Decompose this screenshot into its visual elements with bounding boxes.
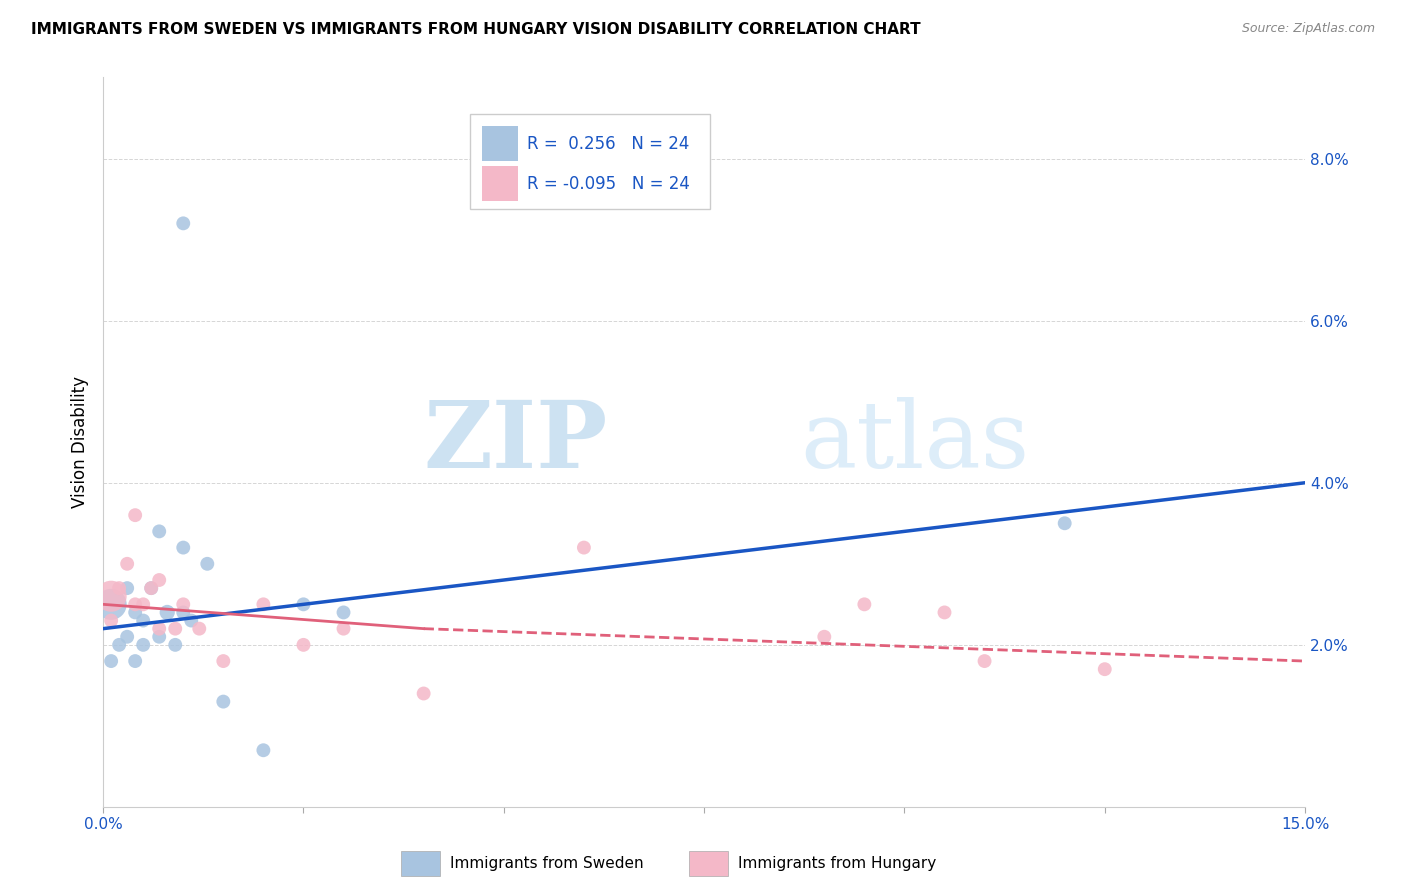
Point (172, 216, 194, 230)
Text: ZIP: ZIP (423, 397, 607, 487)
Point (252, 743, 274, 757)
Text: IMMIGRANTS FROM SWEDEN VS IMMIGRANTS FROM HUNGARY VISION DISABILITY CORRELATION : IMMIGRANTS FROM SWEDEN VS IMMIGRANTS FRO… (31, 22, 921, 37)
Point (252, 598, 274, 612)
Point (165, 622, 187, 636)
Point (124, 598, 146, 612)
Point (332, 606, 354, 620)
FancyBboxPatch shape (482, 167, 517, 202)
Point (100, 598, 122, 612)
Text: Immigrants from Hungary: Immigrants from Hungary (738, 856, 936, 871)
Point (172, 541, 194, 555)
Point (172, 606, 194, 620)
Point (412, 686, 434, 700)
Point (180, 614, 202, 628)
Point (212, 654, 235, 668)
Point (813, 630, 835, 644)
Point (148, 573, 170, 587)
Point (156, 606, 179, 620)
Text: R =  0.256   N = 24: R = 0.256 N = 24 (527, 135, 690, 153)
Point (115, 557, 138, 571)
Text: Source: ZipAtlas.com: Source: ZipAtlas.com (1241, 22, 1375, 36)
Point (115, 581, 138, 595)
Point (124, 606, 146, 620)
Point (934, 606, 956, 620)
Y-axis label: Vision Disability: Vision Disability (72, 376, 89, 508)
Point (1094, 662, 1116, 676)
Point (572, 541, 595, 555)
Point (195, 557, 218, 571)
Point (853, 598, 876, 612)
FancyBboxPatch shape (470, 114, 710, 209)
Point (141, 581, 163, 595)
Point (148, 622, 170, 636)
Point (124, 654, 146, 668)
Point (172, 598, 194, 612)
Point (212, 695, 235, 709)
Point (141, 581, 163, 595)
Point (100, 614, 122, 628)
Point (188, 622, 211, 636)
Point (148, 630, 170, 644)
Point (132, 614, 155, 628)
Point (108, 581, 131, 595)
Point (1053, 516, 1076, 531)
FancyBboxPatch shape (482, 127, 517, 161)
Point (292, 598, 315, 612)
Point (132, 598, 155, 612)
Point (108, 638, 131, 652)
Text: R = -0.095   N = 24: R = -0.095 N = 24 (527, 175, 690, 193)
Point (973, 654, 995, 668)
Text: Immigrants from Sweden: Immigrants from Sweden (450, 856, 644, 871)
Point (100, 654, 122, 668)
Point (148, 524, 170, 539)
Point (115, 630, 138, 644)
Point (124, 508, 146, 523)
Point (332, 622, 354, 636)
Point (292, 638, 315, 652)
Point (132, 638, 155, 652)
Text: atlas: atlas (800, 397, 1029, 487)
Point (100, 589, 122, 603)
Point (165, 638, 187, 652)
